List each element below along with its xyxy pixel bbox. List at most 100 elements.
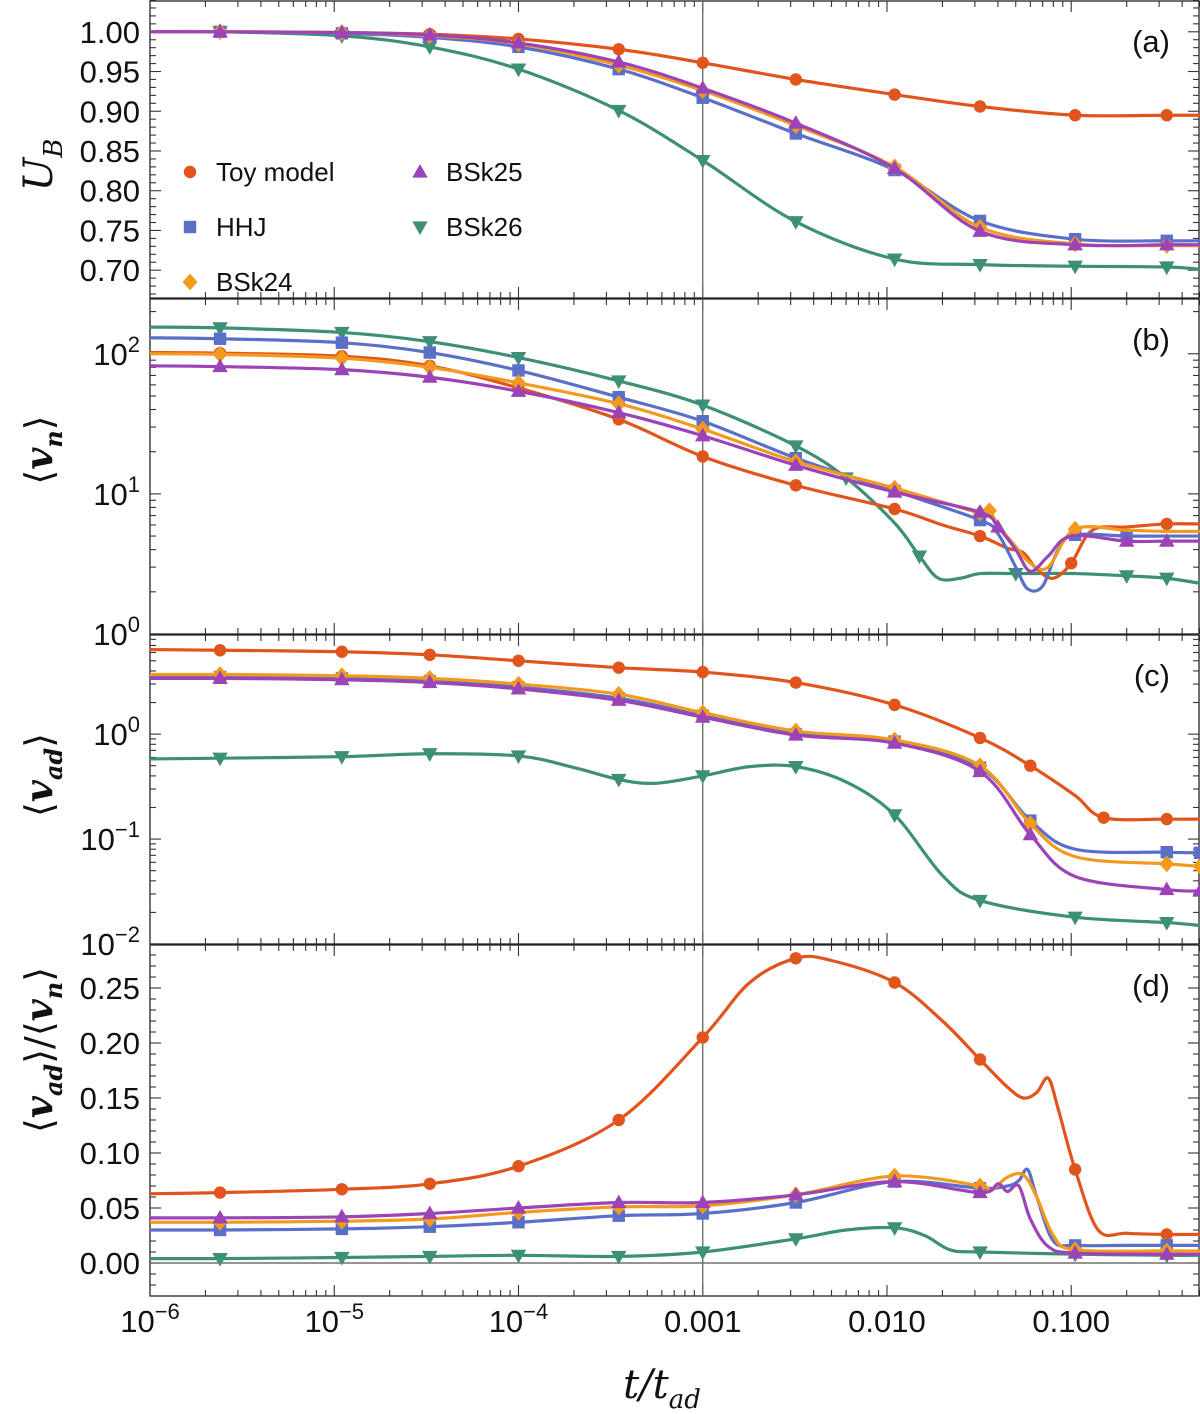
series-bsk24 xyxy=(150,346,1200,572)
series-line-hhj xyxy=(150,675,1200,855)
series-line-bsk25 xyxy=(150,30,1200,248)
panel-c-x-ticks xyxy=(149,635,1200,944)
series-toy xyxy=(150,644,1200,826)
data-point-toy xyxy=(1160,517,1173,531)
data-point-toy xyxy=(1024,759,1037,772)
data-point-toy xyxy=(335,645,349,658)
x-tick-label: 0.100 xyxy=(1032,1304,1110,1339)
y-tick-label: 0.70 xyxy=(80,253,140,288)
y-tick-label: 100 xyxy=(93,712,140,752)
legend: Toy model BSk25 HHJ BSk26 BSk24 xyxy=(182,157,523,297)
panel-a-frame xyxy=(149,0,1200,299)
y-title-b: ⟨vn⟩ xyxy=(16,415,68,484)
data-point-bsk25 xyxy=(886,735,903,749)
data-point-bsk26 xyxy=(694,399,711,414)
data-point-toy xyxy=(213,1186,227,1199)
data-point-bsk25 xyxy=(212,670,228,684)
data-point-bsk26 xyxy=(212,322,228,336)
legend-item-hhj: HHJ xyxy=(183,212,267,242)
data-point-toy xyxy=(696,450,709,463)
data-point-hhj xyxy=(612,1209,625,1222)
series-bsk24 xyxy=(150,666,1200,875)
data-point-toy xyxy=(1065,557,1078,570)
series-line-toy xyxy=(150,350,1200,580)
panel-a-x-ticks xyxy=(149,1,1200,298)
data-point-bsk25 xyxy=(788,726,804,741)
data-point-bsk26 xyxy=(911,550,928,565)
y-tick-label: 0.90 xyxy=(80,94,140,129)
data-point-bsk24 xyxy=(511,374,526,392)
x-tick-label: 0.001 xyxy=(664,1304,742,1339)
data-point-toy xyxy=(973,1053,987,1066)
data-point-toy xyxy=(696,56,709,69)
data-point-bsk25 xyxy=(212,23,228,38)
y-tick-label: 100 xyxy=(93,612,140,652)
data-point-bsk26 xyxy=(788,440,804,454)
data-point-toy xyxy=(612,1113,625,1127)
data-point-bsk24 xyxy=(1067,520,1083,538)
legend-marker-toy xyxy=(183,165,197,179)
y-tick-label: 0.85 xyxy=(80,134,140,169)
legend-item-bsk25: BSk25 xyxy=(412,157,523,187)
data-point-bsk26 xyxy=(422,1250,438,1265)
data-point-toy xyxy=(888,698,901,712)
data-point-bsk25 xyxy=(610,404,627,419)
data-point-toy xyxy=(973,529,987,543)
series-line-bsk24 xyxy=(150,30,1200,248)
data-point-bsk25 xyxy=(334,1208,350,1223)
panel-c-frame xyxy=(149,634,1200,945)
x-title-den: t xyxy=(653,1362,670,1408)
data-point-toy xyxy=(612,43,625,56)
data-point-hhj xyxy=(423,346,436,359)
legend-item-bsk26: BSk26 xyxy=(412,212,523,242)
data-point-bsk25 xyxy=(422,674,438,689)
data-point-bsk25 xyxy=(1118,533,1135,547)
data-point-bsk25 xyxy=(510,680,527,695)
data-point-bsk26 xyxy=(1118,570,1135,584)
data-point-bsk26 xyxy=(788,1233,804,1247)
data-point-hhj xyxy=(335,336,349,349)
data-point-bsk24 xyxy=(422,358,438,376)
data-point-bsk25 xyxy=(694,709,711,723)
data-point-hhj xyxy=(1160,845,1173,859)
series-line-bsk26 xyxy=(150,1225,1200,1261)
data-point-bsk25 xyxy=(212,1209,228,1224)
data-point-toy xyxy=(423,648,436,662)
legend-item-toy: Toy model xyxy=(183,157,335,187)
panel-tag-d: (d) xyxy=(1132,968,1170,1003)
y-title-c: ⟨vad⟩ xyxy=(16,733,68,817)
data-point-toy xyxy=(789,479,803,492)
data-point-toy xyxy=(1097,811,1110,824)
data-point-bsk25 xyxy=(422,26,438,41)
y-tick-label: 0.00 xyxy=(80,1246,140,1281)
data-point-bsk25 xyxy=(1022,826,1039,841)
data-point-bsk25 xyxy=(334,671,350,686)
data-point-toy xyxy=(973,731,987,745)
data-point-bsk26 xyxy=(694,154,711,169)
data-point-bsk26 xyxy=(510,750,527,764)
data-point-toy xyxy=(888,88,901,101)
data-point-bsk26 xyxy=(1159,917,1175,931)
y-tick-label: 0.20 xyxy=(80,1026,140,1061)
series-toy xyxy=(150,346,1200,580)
data-point-bsk25 xyxy=(694,80,711,94)
panel-tag-b: (b) xyxy=(1132,322,1170,357)
series-line-bsk24 xyxy=(150,1171,1200,1253)
y-title-a: UB xyxy=(16,139,69,192)
legend-marker-bsk26 xyxy=(412,221,428,236)
data-point-bsk25 xyxy=(1067,1245,1083,1259)
data-point-bsk25 xyxy=(972,1184,988,1199)
legend-marker-bsk24 xyxy=(182,273,198,291)
data-point-bsk25 xyxy=(694,1194,711,1209)
data-point-bsk25 xyxy=(972,504,988,518)
data-point-bsk26 xyxy=(422,336,438,350)
data-point-bsk26 xyxy=(1159,261,1175,276)
series-bsk26 xyxy=(150,1222,1200,1267)
y-tick-label: 101 xyxy=(93,472,140,512)
panel-b-x-ticks xyxy=(149,299,1200,634)
panels: 0.70 0.75 0.80 0.85 0.90 0.95 1.00 (a) 100 101 102… xyxy=(80,0,1200,1339)
data-point-bsk25 xyxy=(990,518,1006,533)
data-point-bsk26 xyxy=(1067,911,1083,926)
data-point-toy xyxy=(1160,1228,1173,1241)
data-point-bsk26 xyxy=(788,216,804,230)
